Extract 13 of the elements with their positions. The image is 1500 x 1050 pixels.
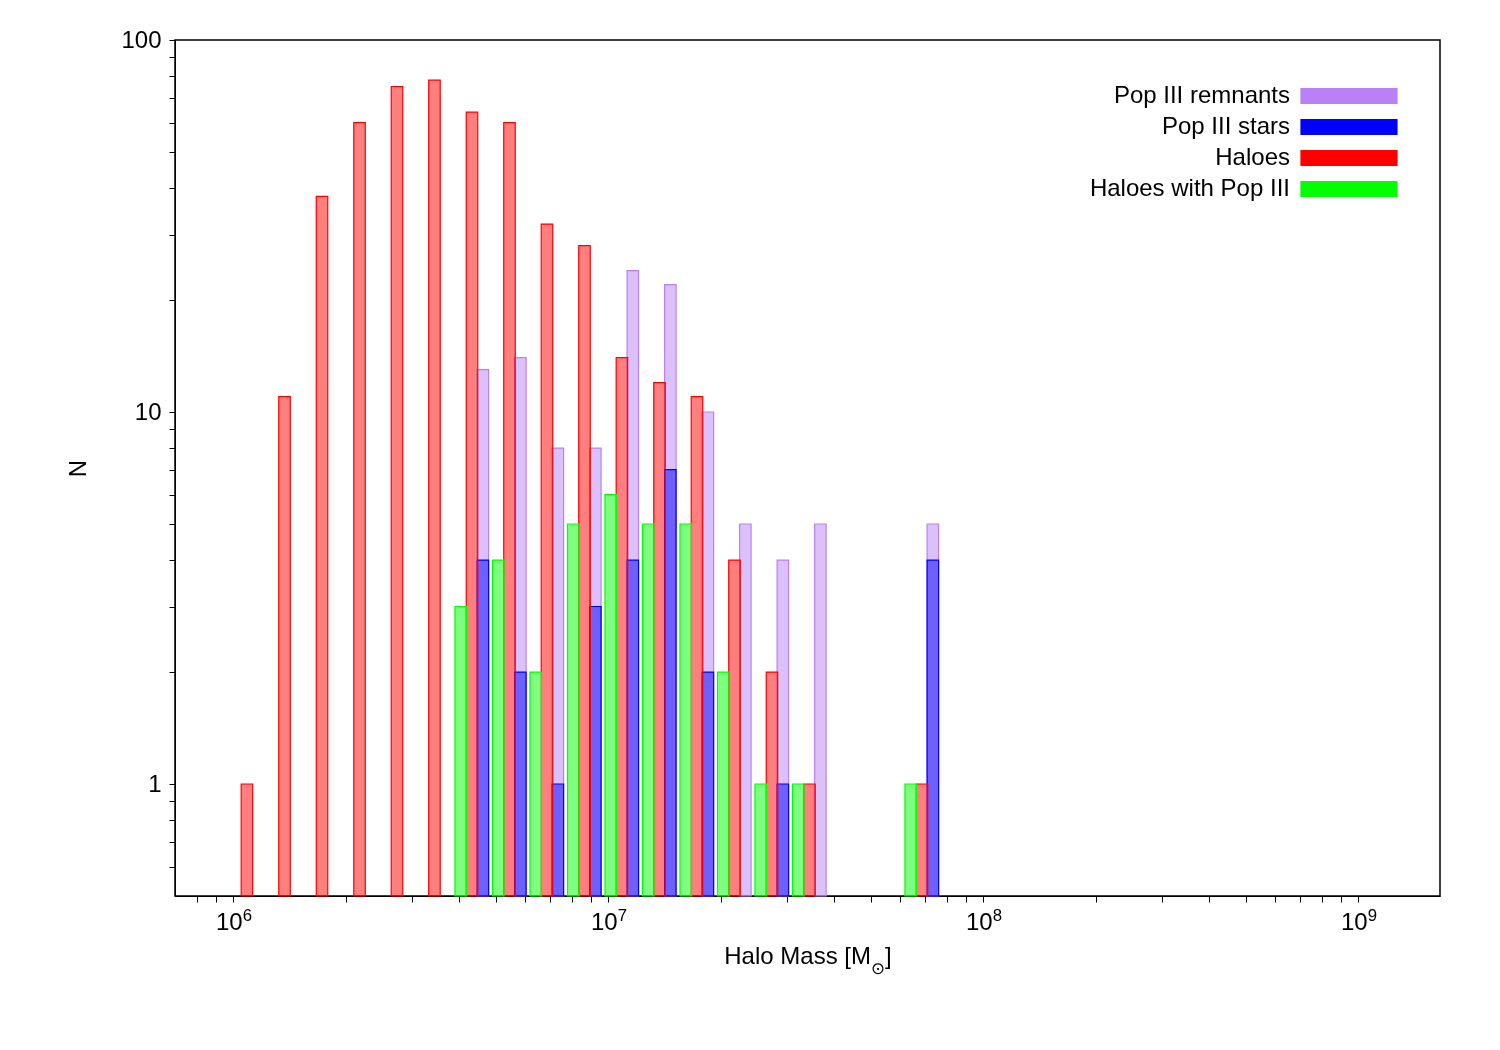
x-tick-label: 10$^{8}$	[965, 905, 1002, 935]
legend-label: Pop III remnants	[1113, 81, 1290, 108]
legend-label: Haloes	[1215, 143, 1290, 170]
legend-label: Haloes with Pop III	[1089, 174, 1290, 201]
x-tick-label: 10$^{6}$	[215, 905, 253, 935]
y-axis-title: N	[64, 459, 92, 478]
x-tick-label: 10$^{7}$	[590, 905, 628, 935]
y-tick-label: 10	[134, 397, 162, 425]
y-tick-label: 100	[121, 25, 162, 53]
y-tick-label: 1	[148, 769, 162, 797]
x-axis-title: Halo Mass [M$_{⊙}$]	[724, 941, 892, 977]
x-tick-label: 10$^{9}$	[1340, 905, 1377, 935]
legend-label: Pop III stars	[1161, 112, 1290, 139]
